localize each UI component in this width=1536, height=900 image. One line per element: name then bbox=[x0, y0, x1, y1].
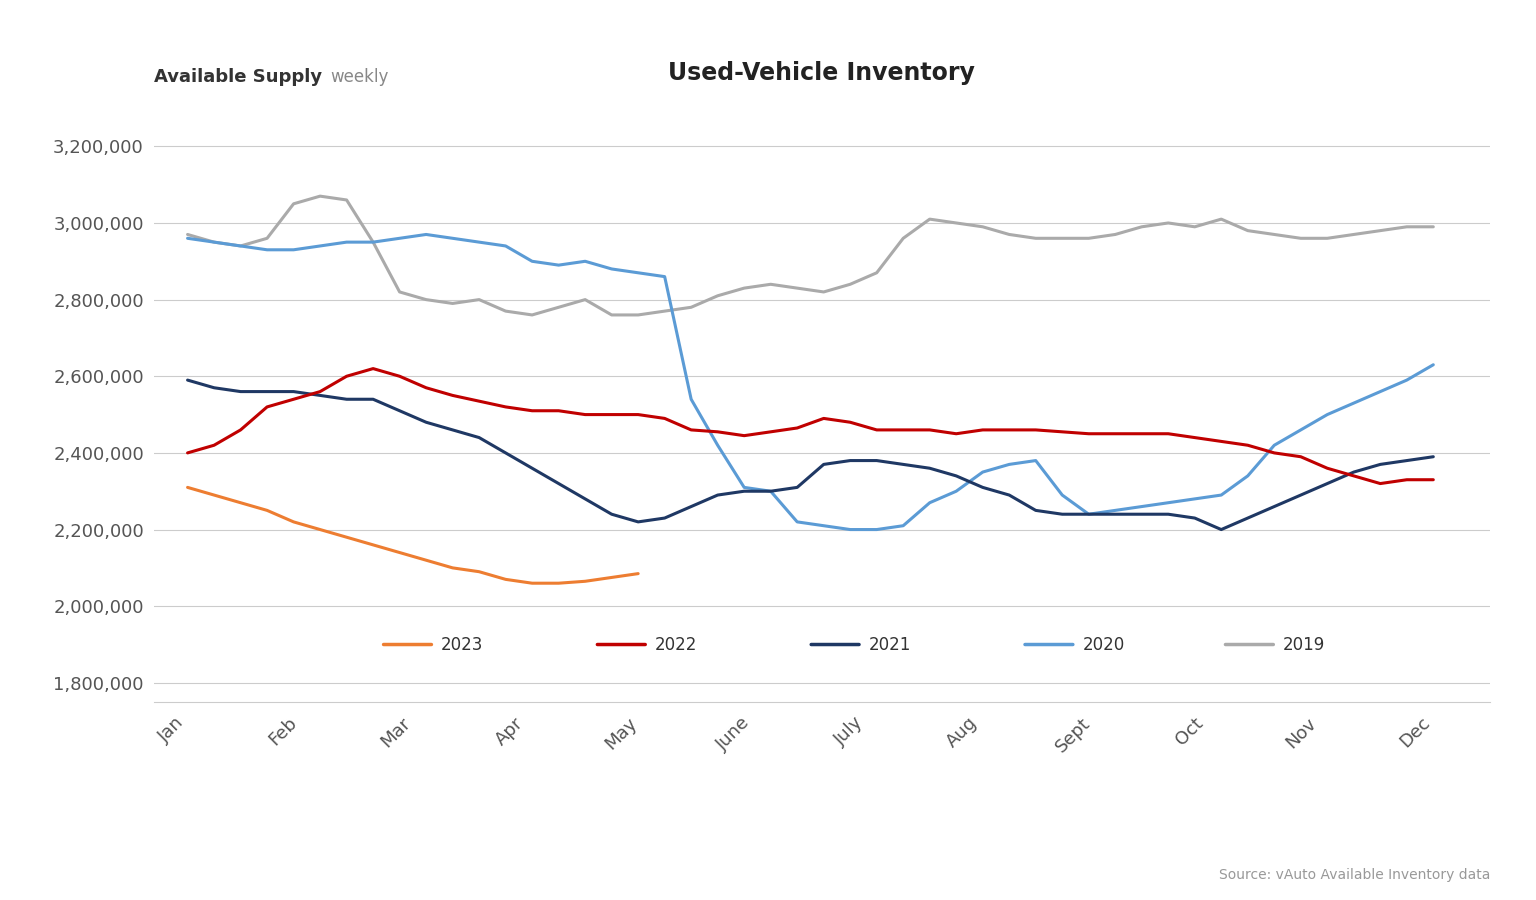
Text: Available Supply: Available Supply bbox=[154, 68, 321, 86]
Text: 2019: 2019 bbox=[1283, 635, 1326, 653]
Text: 2023: 2023 bbox=[441, 635, 484, 653]
Text: 2020: 2020 bbox=[1083, 635, 1124, 653]
Text: 2021: 2021 bbox=[868, 635, 911, 653]
Title: Used-Vehicle Inventory: Used-Vehicle Inventory bbox=[668, 61, 975, 86]
Text: weekly: weekly bbox=[330, 68, 389, 86]
Text: Source: vAuto Available Inventory data: Source: vAuto Available Inventory data bbox=[1218, 868, 1490, 882]
Text: 2022: 2022 bbox=[654, 635, 697, 653]
